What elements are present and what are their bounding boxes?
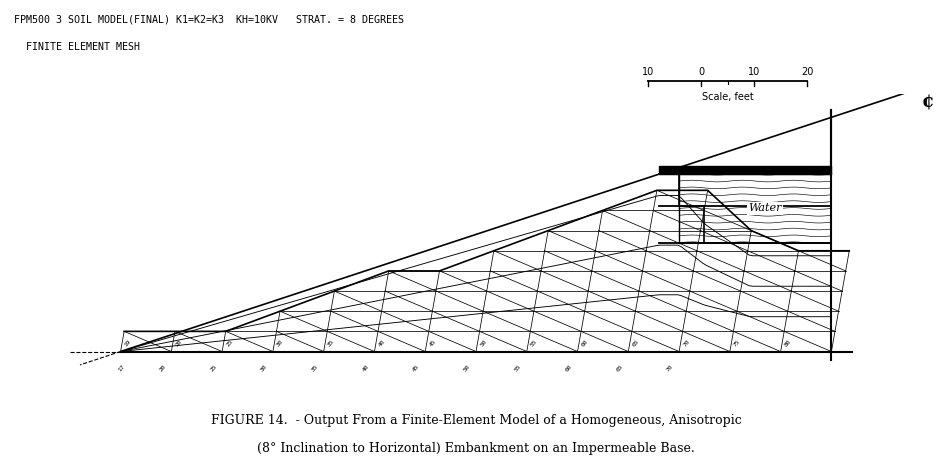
Text: 55: 55 <box>530 338 539 347</box>
Text: 25: 25 <box>208 364 218 373</box>
Text: 55: 55 <box>513 364 523 373</box>
Text: 10: 10 <box>748 66 761 77</box>
Text: Scale, feet: Scale, feet <box>702 92 754 102</box>
Text: 35: 35 <box>310 364 319 373</box>
Text: 45: 45 <box>412 364 421 373</box>
Text: 65: 65 <box>631 338 640 347</box>
Text: ¢: ¢ <box>922 94 935 112</box>
Text: 20: 20 <box>801 66 813 77</box>
Text: 70: 70 <box>665 364 675 373</box>
Text: 80: 80 <box>783 338 792 347</box>
Text: 50: 50 <box>479 338 487 347</box>
Text: 30: 30 <box>260 364 268 373</box>
Text: 20: 20 <box>174 338 183 347</box>
Text: 50: 50 <box>463 364 471 373</box>
Text: 0: 0 <box>698 66 704 77</box>
Text: 70: 70 <box>683 338 691 347</box>
Text: 40: 40 <box>361 364 370 373</box>
Text: Water: Water <box>748 204 783 213</box>
Text: 19: 19 <box>124 338 132 347</box>
Text: FPM500 3 SOIL MODEL(FINAL) K1=K2=K3  KH=10KV   STRAT. = 8 DEGREES: FPM500 3 SOIL MODEL(FINAL) K1=K2=K3 KH=1… <box>14 14 405 24</box>
Text: 17: 17 <box>117 364 127 373</box>
Text: (8° Inclination to Horizontal) Embankment on an Impermeable Base.: (8° Inclination to Horizontal) Embankmen… <box>257 442 695 455</box>
Text: 30: 30 <box>276 338 285 347</box>
Text: 65: 65 <box>615 364 624 373</box>
Text: 75: 75 <box>733 338 742 347</box>
Text: 35: 35 <box>327 338 335 347</box>
Text: 60: 60 <box>581 338 589 347</box>
Text: FIGURE 14.  - Output From a Finite-Element Model of a Homogeneous, Anisotropic: FIGURE 14. - Output From a Finite-Elemen… <box>210 414 742 427</box>
Text: 60: 60 <box>565 364 573 373</box>
Text: FINITE ELEMENT MESH: FINITE ELEMENT MESH <box>14 42 140 52</box>
Text: 10: 10 <box>643 66 655 77</box>
Text: 25: 25 <box>226 338 234 347</box>
Text: 40: 40 <box>378 338 387 347</box>
Text: 20: 20 <box>158 364 167 373</box>
Text: 45: 45 <box>428 338 437 347</box>
